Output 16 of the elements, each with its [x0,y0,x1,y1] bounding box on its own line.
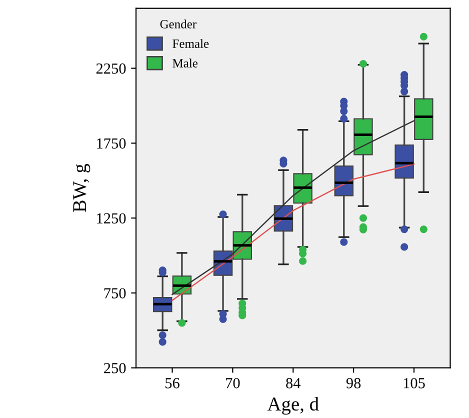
y-tick-label: 250 [104,362,126,374]
y-tick-label: 1750 [97,138,126,149]
y-axis-title: BW, g [73,164,90,212]
x-tick-label: 56 [166,378,180,388]
y-tick-label: 750 [104,288,126,298]
x-tick-label: 84 [286,378,301,388]
x-tick-label: 98 [346,378,361,388]
y-tick-label: 1250 [97,213,126,224]
y-tick-label: 2250 [96,63,126,74]
legend-label: Male [172,58,198,68]
legend-label: Female [172,39,209,48]
legend-title: Gender [160,20,196,28]
x-tick-label: 70 [226,378,240,388]
x-tick-label: 105 [404,378,425,388]
x-axis-title: Age, d [267,396,319,415]
line-series [172,120,415,296]
